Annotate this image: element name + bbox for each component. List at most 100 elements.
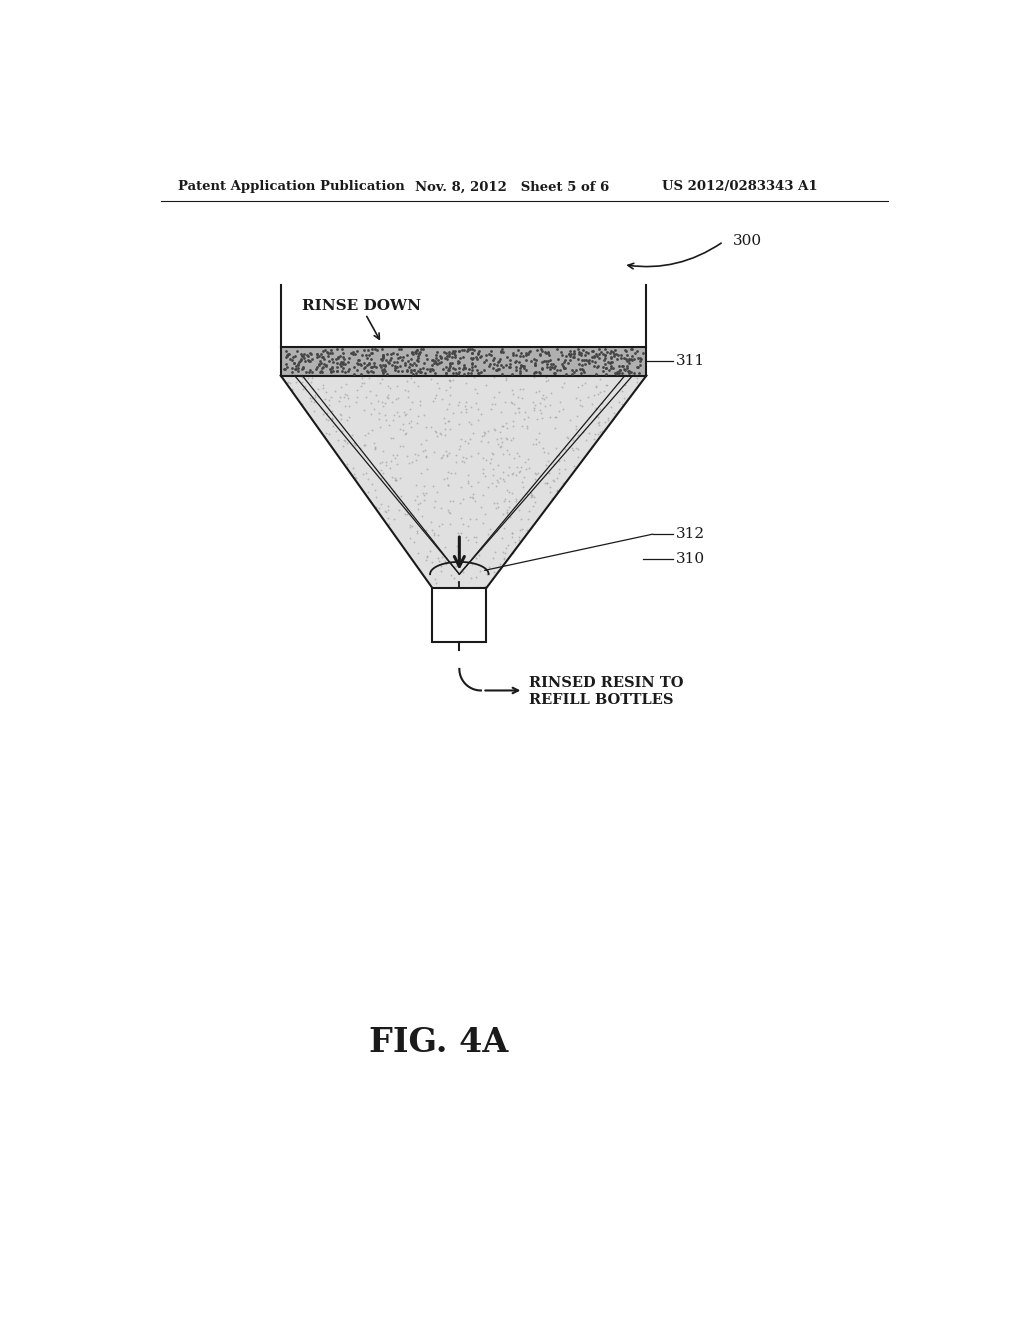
Point xyxy=(377,355,393,376)
Point xyxy=(352,376,369,397)
Point xyxy=(429,425,445,446)
Point xyxy=(358,360,375,381)
Point xyxy=(537,342,553,363)
Point xyxy=(328,348,344,370)
Point xyxy=(542,350,558,371)
Point xyxy=(356,366,373,387)
Point xyxy=(409,412,425,433)
Point xyxy=(501,457,517,478)
Point xyxy=(429,350,445,371)
Point xyxy=(590,407,606,428)
Point xyxy=(475,462,492,483)
Point xyxy=(406,531,422,552)
Text: RINSE DOWN: RINSE DOWN xyxy=(301,300,421,313)
Point xyxy=(480,523,497,544)
Point xyxy=(477,466,494,487)
Point xyxy=(456,339,472,360)
Point xyxy=(518,458,535,479)
Point xyxy=(452,347,468,368)
Point xyxy=(521,500,538,521)
Point xyxy=(499,502,515,523)
Point xyxy=(333,352,349,374)
Point xyxy=(574,354,591,375)
Point xyxy=(389,347,406,368)
Point xyxy=(524,392,541,413)
Point xyxy=(591,412,607,433)
Point xyxy=(438,441,455,462)
Point xyxy=(449,556,465,577)
Point xyxy=(562,341,579,362)
Point xyxy=(556,372,572,393)
Point xyxy=(396,404,413,425)
Point xyxy=(401,515,418,536)
Point xyxy=(486,492,503,513)
Point xyxy=(460,465,476,486)
Point xyxy=(433,498,450,519)
Point xyxy=(592,399,608,420)
Point xyxy=(457,358,473,379)
Point xyxy=(517,360,534,381)
Point xyxy=(540,442,556,463)
Point xyxy=(304,348,321,370)
Point xyxy=(318,409,335,430)
Point xyxy=(478,374,495,395)
Point xyxy=(496,517,512,539)
Point xyxy=(329,360,345,381)
Point xyxy=(483,442,500,463)
Point xyxy=(527,428,544,449)
Point xyxy=(605,403,622,424)
Point xyxy=(429,342,445,363)
Point xyxy=(388,343,404,364)
Point xyxy=(399,345,416,366)
Point xyxy=(288,358,304,379)
Point xyxy=(516,466,532,487)
Point xyxy=(302,387,318,408)
Point xyxy=(443,343,460,364)
Point xyxy=(423,368,439,389)
Point xyxy=(367,339,383,360)
Point xyxy=(442,462,459,483)
Point xyxy=(331,347,347,368)
Point xyxy=(295,379,311,400)
Point xyxy=(616,375,633,396)
Point xyxy=(412,341,428,362)
Point xyxy=(413,338,429,359)
Point xyxy=(496,490,512,511)
Point xyxy=(375,346,391,367)
Point xyxy=(442,565,459,586)
Point xyxy=(306,391,323,412)
Point xyxy=(422,360,438,381)
Point xyxy=(494,342,510,363)
Point xyxy=(538,473,554,494)
Point xyxy=(494,432,510,453)
Point xyxy=(296,367,312,388)
Point xyxy=(394,360,411,381)
Point xyxy=(524,484,541,506)
Point xyxy=(496,471,512,492)
Point xyxy=(386,352,402,374)
Point xyxy=(553,342,569,363)
Point xyxy=(476,351,493,372)
Point xyxy=(531,392,548,413)
Point xyxy=(517,401,534,422)
Point xyxy=(437,362,454,383)
Point xyxy=(335,347,351,368)
Point xyxy=(440,370,457,391)
Point xyxy=(567,418,584,440)
Point xyxy=(402,368,419,389)
Point xyxy=(385,445,401,466)
Point xyxy=(584,393,600,414)
Point xyxy=(615,355,632,376)
Point xyxy=(402,354,419,375)
Point xyxy=(457,396,473,417)
Point xyxy=(290,358,306,379)
Point xyxy=(389,454,406,475)
Point xyxy=(545,354,561,375)
Point xyxy=(416,404,432,425)
Point xyxy=(367,437,383,458)
Point xyxy=(473,430,489,451)
Text: US 2012/0283343 A1: US 2012/0283343 A1 xyxy=(662,181,817,194)
Point xyxy=(424,519,440,540)
Point xyxy=(447,347,464,368)
Point xyxy=(470,442,486,463)
